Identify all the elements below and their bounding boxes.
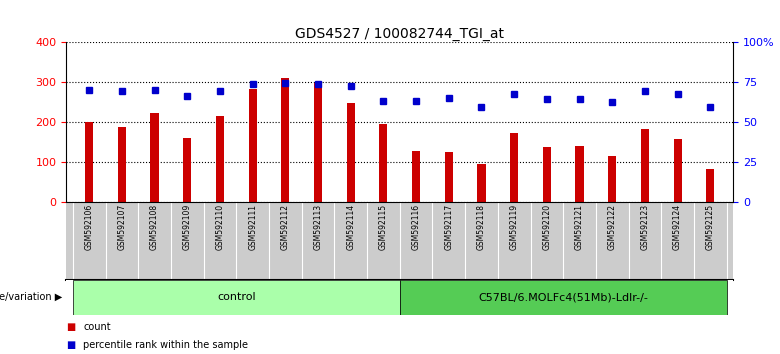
Bar (412, 151, 420, 202)
Text: percentile rank within the sample: percentile rank within the sample (83, 340, 249, 350)
Text: GSM592124: GSM592124 (673, 204, 682, 250)
Text: GSM592113: GSM592113 (314, 204, 322, 250)
Bar (282, 78, 289, 202)
Bar (477, 164, 486, 202)
Bar (608, 156, 616, 202)
Text: GSM592108: GSM592108 (150, 204, 159, 250)
Text: ■: ■ (66, 340, 76, 350)
Bar (641, 129, 649, 202)
Text: GSM592112: GSM592112 (281, 204, 290, 250)
Bar (216, 116, 224, 202)
Text: ■: ■ (66, 322, 76, 332)
Text: GSM592109: GSM592109 (183, 204, 192, 250)
Text: GSM592118: GSM592118 (477, 204, 486, 250)
Text: genotype/variation ▶: genotype/variation ▶ (0, 292, 62, 302)
Bar (314, 83, 322, 202)
Text: GSM592114: GSM592114 (346, 204, 355, 250)
Text: GSM592106: GSM592106 (85, 204, 94, 250)
Text: GSM592123: GSM592123 (640, 204, 650, 250)
Bar (445, 152, 453, 202)
Bar (674, 139, 682, 202)
Bar (543, 147, 551, 202)
Text: GSM592122: GSM592122 (608, 204, 617, 250)
Text: control: control (217, 292, 256, 302)
Bar (510, 133, 518, 202)
Bar (249, 89, 257, 202)
Title: GDS4527 / 100082744_TGI_at: GDS4527 / 100082744_TGI_at (296, 28, 504, 41)
Bar (118, 127, 126, 202)
Text: GSM592107: GSM592107 (117, 204, 126, 250)
Bar (85, 122, 94, 202)
Text: GSM592116: GSM592116 (412, 204, 420, 250)
Bar (73, 280, 399, 315)
Text: GSM592111: GSM592111 (248, 204, 257, 250)
Text: GSM592121: GSM592121 (575, 204, 584, 250)
Text: GSM592117: GSM592117 (445, 204, 453, 250)
Text: GSM592120: GSM592120 (542, 204, 551, 250)
Bar (399, 280, 727, 315)
Text: GSM592115: GSM592115 (379, 204, 388, 250)
Bar (706, 169, 714, 202)
Text: GSM592119: GSM592119 (509, 204, 519, 250)
Text: C57BL/6.MOLFc4(51Mb)-Ldlr-/-: C57BL/6.MOLFc4(51Mb)-Ldlr-/- (478, 292, 648, 302)
Text: count: count (83, 322, 111, 332)
Bar (576, 146, 583, 202)
Bar (151, 113, 158, 202)
Bar (346, 103, 355, 202)
Text: GSM592110: GSM592110 (215, 204, 225, 250)
Bar (183, 138, 191, 202)
Text: GSM592125: GSM592125 (706, 204, 714, 250)
Bar (379, 124, 388, 202)
